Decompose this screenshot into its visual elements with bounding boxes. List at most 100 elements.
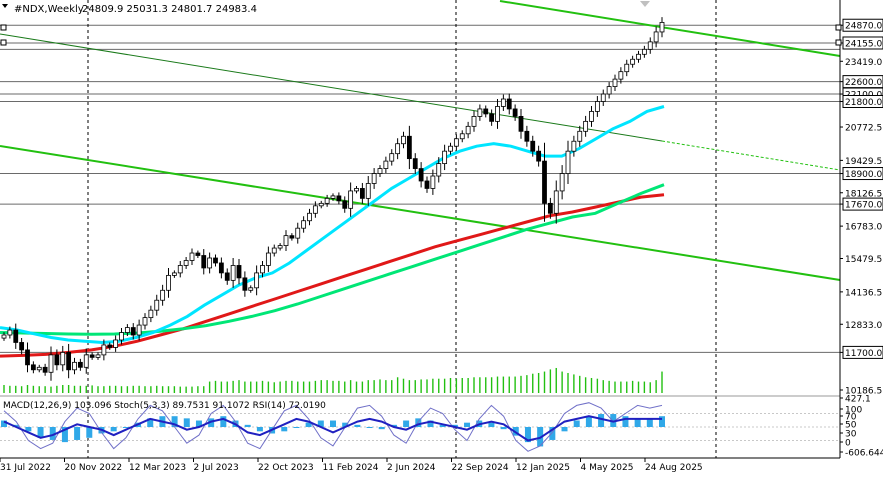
candle-body	[565, 150, 571, 174]
price-tick-label: 20772.5	[845, 124, 882, 134]
macd-histogram-bar	[330, 420, 336, 427]
candle-body	[424, 180, 430, 189]
candle-body	[489, 113, 495, 122]
price-label-box	[842, 94, 883, 108]
candle-body	[312, 205, 318, 214]
line-handle-right-2[interactable]	[835, 39, 842, 46]
price-tick-label: 11700.0	[845, 349, 882, 359]
price-label-box	[842, 18, 883, 32]
candle-body	[230, 265, 236, 281]
candle-body	[647, 41, 653, 50]
candle-body	[324, 197, 330, 204]
candle-body	[477, 108, 483, 117]
candle-body	[136, 324, 142, 336]
candle-body	[19, 342, 25, 351]
candle-body	[448, 145, 453, 152]
volume-bars	[3, 367, 663, 393]
price-label-box	[842, 197, 883, 211]
candle-body	[542, 160, 547, 204]
macd-histogram-bar	[86, 427, 93, 438]
candle-body	[659, 22, 665, 33]
line-handle-left-2[interactable]	[0, 39, 7, 46]
macd-histogram-bar	[500, 427, 507, 430]
candle-body	[7, 329, 13, 336]
stochastic-line	[3, 402, 663, 452]
candle-body	[412, 158, 418, 169]
candle-body	[271, 247, 277, 254]
macd-histogram-bar	[110, 427, 117, 432]
price-axis[interactable]: 24870.024155.023419.022600.022100.021800…	[840, 18, 883, 397]
candle-body	[183, 260, 189, 266]
candle-body	[113, 339, 119, 348]
candle-body	[365, 183, 371, 199]
candle-body	[13, 329, 19, 343]
macd-histogram-bar	[1, 420, 7, 427]
candle-body	[48, 354, 54, 373]
time-tick-label: 20 Nov 2022	[65, 463, 123, 473]
candle-body	[553, 190, 559, 214]
candle-body	[624, 63, 630, 73]
time-tick-label: 22 Oct 2023	[258, 463, 314, 473]
trendline-upper[interactable]	[499, 0, 841, 57]
ma-mid-line[interactable]	[0, 183, 665, 336]
candle-body	[171, 272, 177, 276]
candle-body	[406, 135, 412, 160]
candle-body	[371, 173, 377, 184]
macd-histogram-bar	[524, 427, 531, 443]
macd-histogram-bar	[183, 418, 190, 427]
line-handle-left-1[interactable]	[0, 24, 7, 31]
trendline-lower[interactable]	[0, 145, 841, 281]
ma-fast-line[interactable]	[0, 105, 665, 345]
price-tick-label: 16783.0	[845, 223, 882, 233]
candle-body	[436, 163, 442, 177]
candle-body	[154, 299, 160, 311]
time-axis[interactable]: 31 Jul 2022 20 Nov 2022 12 Mar 2023 2 Jul 2…	[0, 458, 703, 473]
price-tick-label: 14136.5	[845, 288, 882, 298]
price-tick-label: 19429.5	[845, 157, 882, 167]
line-handle-right-1[interactable]	[835, 24, 842, 31]
time-tick-label: 11 Feb 2024	[323, 463, 379, 473]
time-tick-label: 4 May 2025	[581, 463, 634, 473]
candle-body	[641, 48, 647, 55]
dropdown-arrow-icon[interactable]	[2, 4, 8, 8]
candle-body	[483, 108, 489, 115]
macd-histogram-bar	[281, 427, 288, 432]
candle-body	[160, 289, 166, 301]
candle-body	[471, 116, 477, 127]
candle-body	[130, 327, 136, 336]
candle-body	[242, 277, 248, 291]
candle-body	[430, 175, 436, 189]
candle-body	[1, 334, 7, 339]
indicator-tick-label: 30	[845, 430, 857, 440]
candle-body	[571, 140, 577, 152]
macd-histogram-bar	[147, 418, 154, 427]
candle-body	[594, 101, 600, 112]
trend-channel[interactable]	[0, 0, 841, 281]
candle-body	[36, 366, 42, 371]
candle-body	[89, 354, 95, 358]
candle-body	[124, 327, 130, 333]
price-tick-label: 23419.0	[845, 58, 882, 68]
macd-histogram-bar	[439, 424, 446, 427]
rsi-line	[3, 415, 662, 442]
candle-body	[254, 272, 260, 289]
candle-body	[354, 188, 359, 192]
macd-histogram-bar	[25, 427, 32, 432]
time-tick-label: 22 Sep 2024	[452, 463, 509, 473]
candle-body	[260, 265, 265, 274]
price-tick-label: 21800.0	[845, 98, 882, 108]
macd-histogram-bar	[415, 418, 422, 427]
price-tick-label: 12833.0	[845, 321, 882, 331]
macd-histogram-bar	[451, 424, 458, 427]
indicator-caption: MACD(12,26,9) 103.096 Stoch(5,3,3) 89.75…	[3, 401, 326, 411]
shift-marker-icon[interactable]	[640, 1, 650, 7]
price-tick-label: 22600.0	[845, 78, 882, 88]
candle-body	[395, 143, 401, 155]
candle-body	[418, 168, 424, 182]
macd-histogram-bar	[427, 420, 434, 427]
trendline-middle[interactable]	[0, 33, 663, 142]
candle-body	[265, 252, 271, 266]
macd-histogram-bar	[585, 416, 592, 427]
